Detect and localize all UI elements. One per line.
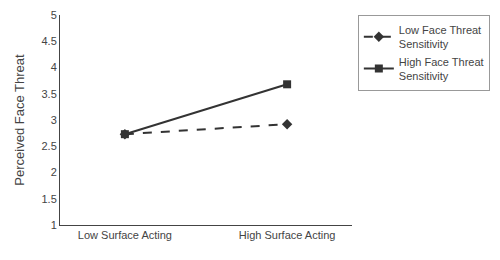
svg-text:Low Surface Acting: Low Surface Acting (78, 229, 172, 241)
svg-text:High Face ThreatSensitivity: High Face ThreatSensitivity (399, 56, 484, 82)
svg-text:High Surface Acting: High Surface Acting (239, 229, 336, 241)
svg-text:3.5: 3.5 (42, 88, 57, 100)
svg-text:3: 3 (51, 114, 57, 126)
svg-text:4.5: 4.5 (42, 35, 57, 47)
svg-text:1: 1 (51, 219, 57, 231)
svg-text:2: 2 (51, 166, 57, 178)
svg-text:Perceived Face Threat: Perceived Face Threat (12, 54, 27, 186)
svg-text:5: 5 (51, 9, 57, 21)
svg-text:1.5: 1.5 (42, 193, 57, 205)
svg-text:Low Face ThreatSensitivity: Low Face ThreatSensitivity (399, 24, 481, 50)
svg-text:4: 4 (51, 61, 57, 73)
svg-text:2.5: 2.5 (42, 140, 57, 152)
